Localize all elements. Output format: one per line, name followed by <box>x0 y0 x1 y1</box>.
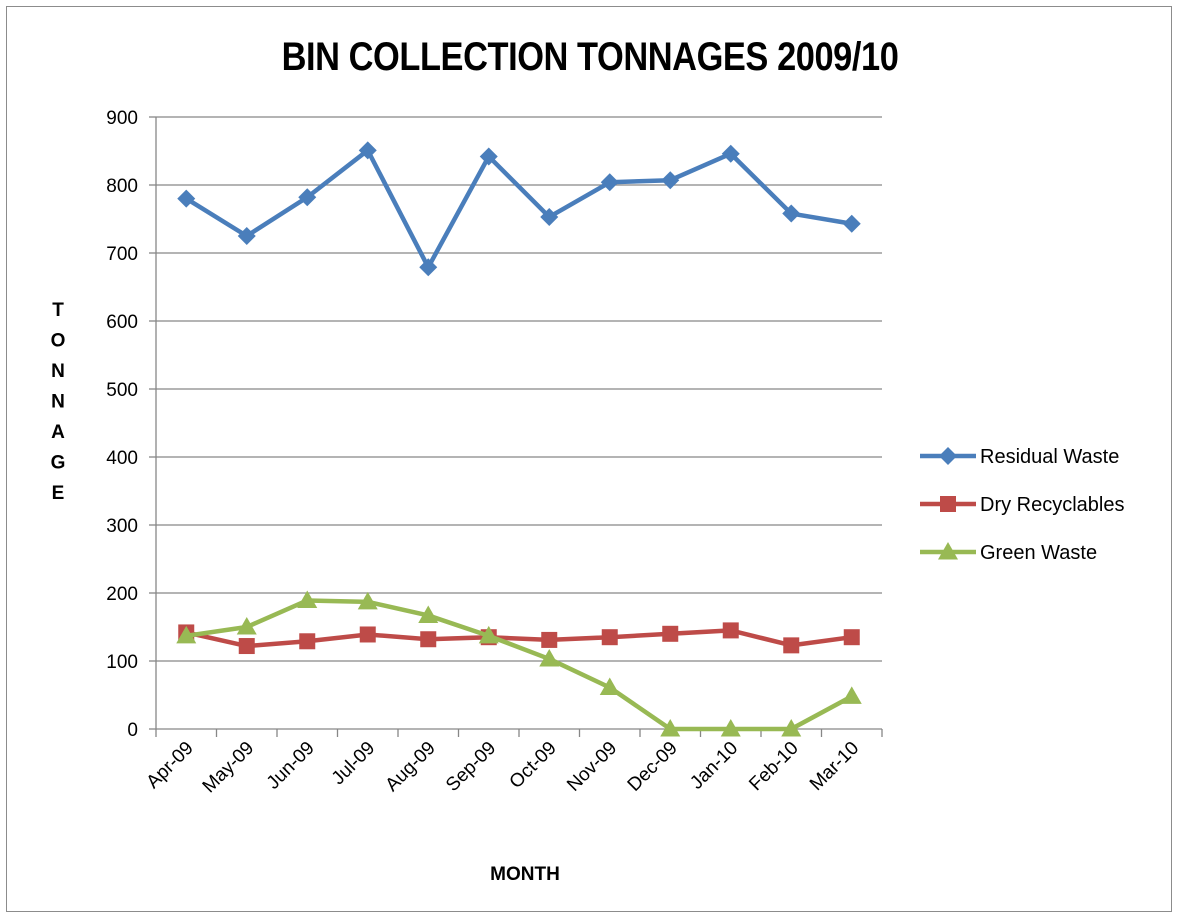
y-axis-title: TONNAGE <box>51 300 66 504</box>
x-tick-label: Dec-09 <box>624 738 682 796</box>
axes: 0 100 200 300 400 500 600 700 800 900 Apr-09 May-09… <box>106 108 883 798</box>
legend-marker <box>939 447 957 465</box>
legend: Residual Waste Dry Recyclables Green Waste <box>920 446 1124 564</box>
y-tick-label: 100 <box>106 652 138 673</box>
legend-label: Residual Waste <box>980 446 1119 468</box>
data-point <box>601 629 618 646</box>
data-point <box>299 633 316 650</box>
legend-label: Dry Recyclables <box>980 494 1124 516</box>
legend-marker <box>940 496 956 512</box>
x-tick-label: May-09 <box>199 738 259 798</box>
data-point <box>539 648 560 667</box>
data-point <box>238 638 255 655</box>
data-point <box>841 686 862 704</box>
data-point <box>721 144 740 163</box>
data-point <box>237 227 256 245</box>
legend-label: Green Waste <box>980 542 1097 564</box>
data-point <box>418 605 439 623</box>
x-tick-label: Feb-10 <box>745 738 802 795</box>
data-point <box>479 147 498 166</box>
chart-area: BIN COLLECTION TONNAGES 2009/10 <box>6 6 1172 912</box>
y-tick-label: 200 <box>106 584 138 605</box>
data-point <box>358 141 377 160</box>
x-tick-label: Apr-09 <box>143 738 198 793</box>
data-point <box>842 214 861 233</box>
y-axis-title-letter: T <box>52 300 64 321</box>
y-axis-title-letter: A <box>51 422 65 443</box>
series-line-green-waste <box>184 598 854 732</box>
y-tick-label: 800 <box>106 176 138 197</box>
y-tick-label: 400 <box>106 448 138 469</box>
data-point <box>420 631 437 648</box>
data-point <box>600 173 619 192</box>
data-point <box>661 171 680 190</box>
legend-marker <box>938 542 958 560</box>
y-tick-label: 0 <box>127 720 138 741</box>
data-point <box>783 637 800 654</box>
data-point <box>722 622 739 639</box>
x-tick-label: Jan-10 <box>686 738 742 794</box>
chart-title: BIN COLLECTION TONNAGES 2009/10 <box>281 35 899 79</box>
data-point <box>782 204 801 223</box>
x-tick-label: Jun-09 <box>263 738 319 794</box>
x-tick-label: Mar-10 <box>806 738 863 795</box>
y-axis-title-letter: O <box>51 331 66 352</box>
data-point <box>297 590 318 608</box>
y-axis-title-letter: N <box>51 361 65 382</box>
y-axis-title-letter: G <box>51 453 66 474</box>
data-point <box>781 719 802 737</box>
series-dry-recyclables <box>178 622 860 655</box>
legend-entry: Residual Waste <box>920 446 1119 468</box>
x-tick-label: Oct-09 <box>506 738 561 793</box>
series-line-dry-recyclables <box>184 628 854 649</box>
x-tick-label: Aug-09 <box>382 738 440 796</box>
legend-entry: Dry Recyclables <box>920 494 1124 516</box>
data-point <box>357 591 378 610</box>
data-point <box>662 625 679 642</box>
data-point <box>720 719 741 737</box>
x-tick-label: Sep-09 <box>442 738 500 796</box>
plot-series <box>176 141 862 737</box>
data-point <box>660 719 681 737</box>
y-axis-title-letter: E <box>52 483 65 504</box>
data-point <box>599 677 620 696</box>
data-point <box>176 625 197 644</box>
data-point <box>177 189 196 208</box>
data-point <box>843 629 860 646</box>
y-tick-label: 900 <box>106 108 138 129</box>
data-point <box>236 617 257 635</box>
gridlines <box>156 116 882 662</box>
y-tick-label: 700 <box>106 244 138 265</box>
y-axis-title-letter: N <box>51 392 65 413</box>
x-tick-label: Nov-09 <box>563 738 621 796</box>
series-line-residual-waste <box>184 148 854 270</box>
data-point <box>359 626 376 643</box>
x-tick-label: Jul-09 <box>328 738 379 789</box>
data-point <box>419 258 438 277</box>
series-green-waste <box>176 590 862 737</box>
legend-entry: Green Waste <box>920 542 1097 564</box>
series-residual-waste <box>177 141 861 277</box>
y-tick-label: 300 <box>106 516 138 537</box>
data-point <box>540 207 559 226</box>
y-tick-label: 600 <box>106 312 138 333</box>
data-point <box>541 631 558 648</box>
data-point <box>298 188 317 207</box>
x-axis-title: MONTH <box>490 864 560 885</box>
y-tick-label: 500 <box>106 380 138 401</box>
data-point <box>478 625 499 644</box>
